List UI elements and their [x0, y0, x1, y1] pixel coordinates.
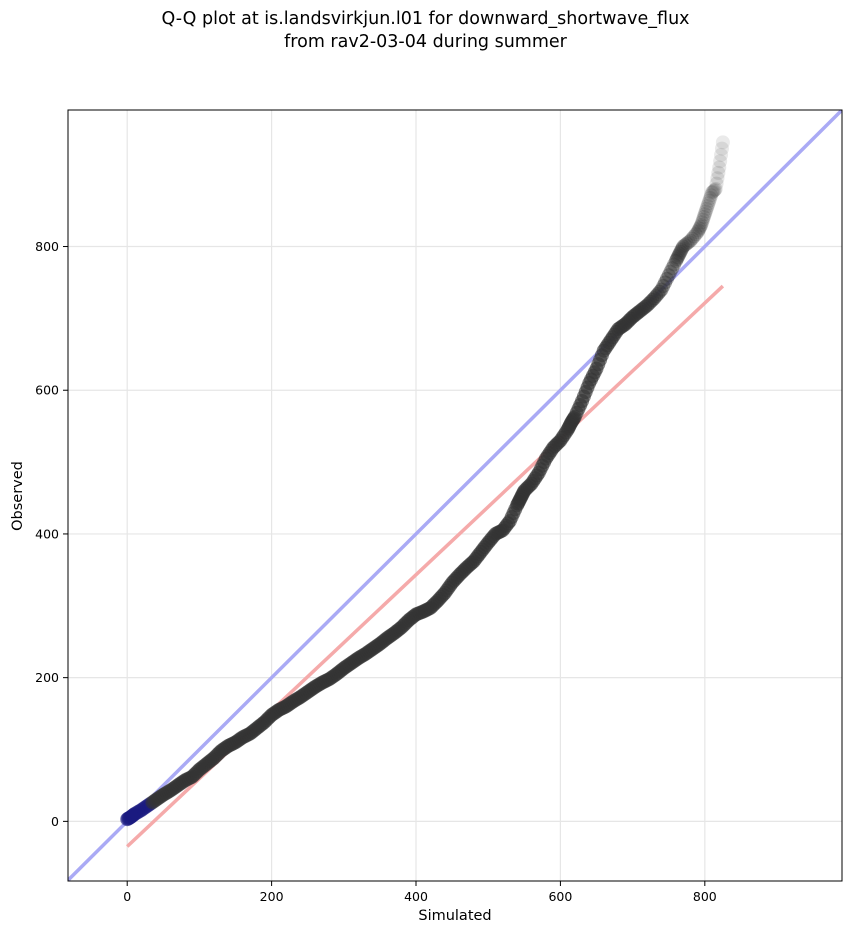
quantile-point — [665, 261, 680, 276]
quantile-point — [649, 289, 664, 304]
quantile-point — [672, 246, 687, 261]
quantile-point — [667, 257, 682, 272]
plot-frame — [67, 109, 843, 882]
quantile-point — [677, 238, 692, 253]
quantile-point — [705, 185, 720, 200]
quantile-point — [714, 147, 729, 162]
quantile-point — [643, 294, 658, 309]
quantile-point — [670, 250, 685, 265]
quantile-point — [668, 253, 683, 268]
quantile-point — [645, 293, 660, 308]
quantile-point — [709, 176, 724, 191]
quantile-point — [696, 212, 711, 227]
quantile-point — [711, 165, 726, 180]
quantile-point — [714, 141, 729, 156]
quantile-point — [710, 171, 725, 186]
quantile-point — [694, 217, 709, 232]
quantile-point — [698, 204, 713, 219]
quantile-point — [699, 201, 714, 216]
quantile-point — [671, 248, 686, 263]
quantile-point — [656, 279, 671, 294]
y-tick-label: 0 — [51, 814, 59, 829]
x-tick-label: 800 — [693, 889, 717, 904]
quantile-point — [673, 244, 688, 259]
quantile-point — [707, 182, 722, 197]
quantile-point — [708, 182, 723, 197]
quantile-point — [658, 275, 673, 290]
x-tick-label: 0 — [123, 889, 131, 904]
quantile-point — [700, 199, 715, 214]
quantile-point — [688, 227, 703, 242]
x-tick-label: 600 — [548, 889, 572, 904]
quantile-point — [676, 239, 691, 254]
quantile-point — [679, 236, 694, 251]
quantile-point — [681, 235, 696, 250]
y-axis-label: Observed — [10, 461, 26, 531]
quantile-point — [661, 268, 676, 283]
y-tick-label: 200 — [35, 670, 59, 685]
quantile-point — [701, 196, 716, 211]
identity-line — [68, 110, 842, 881]
quantile-point — [669, 252, 684, 267]
quantile-point — [685, 231, 700, 246]
quantile-point — [703, 191, 718, 206]
chart-title-line-1: Q-Q plot at is.landsvirkjun.l01 for down… — [161, 9, 690, 29]
quantile-point — [704, 188, 719, 203]
quantile-point — [695, 215, 710, 230]
x-tick-label: 200 — [260, 889, 284, 904]
quantile-points — [120, 135, 730, 827]
y-tick-label: 600 — [35, 383, 59, 398]
quantile-point — [692, 221, 707, 236]
quantile-point — [650, 286, 665, 301]
quantile-point — [686, 229, 701, 244]
quantile-point — [647, 291, 662, 306]
quantile-point — [683, 233, 698, 248]
x-axis-label: Simulated — [418, 908, 491, 924]
quantile-point — [674, 243, 689, 258]
reference-lines — [68, 110, 842, 881]
quantile-point — [659, 271, 674, 286]
quantile-point — [693, 219, 708, 234]
gridlines — [68, 110, 842, 881]
quantile-point — [691, 223, 706, 238]
quantile-point — [675, 241, 690, 256]
axis-ticks: 0 200 400 600 800 0 200 400 600 800 — [35, 239, 717, 904]
quantile-point — [652, 284, 667, 299]
quantile-point — [696, 209, 711, 224]
y-tick-label: 400 — [35, 526, 59, 541]
quantile-point — [705, 184, 720, 199]
quantile-point — [702, 193, 717, 208]
quantile-point — [712, 160, 727, 175]
chart-title-line-2: from rav2-03-04 during summer — [284, 32, 567, 52]
quantile-point — [663, 264, 678, 279]
quantile-point — [706, 183, 721, 198]
quantile-point — [697, 207, 712, 222]
chart-title: Q-Q plot at is.landsvirkjun.l01 for down… — [0, 8, 851, 54]
quantile-point — [713, 154, 728, 169]
quantile-point — [715, 135, 730, 150]
quantile-point — [690, 225, 705, 240]
quantile-point — [654, 282, 669, 297]
y-tick-label: 800 — [35, 239, 59, 254]
x-tick-label: 400 — [404, 889, 428, 904]
